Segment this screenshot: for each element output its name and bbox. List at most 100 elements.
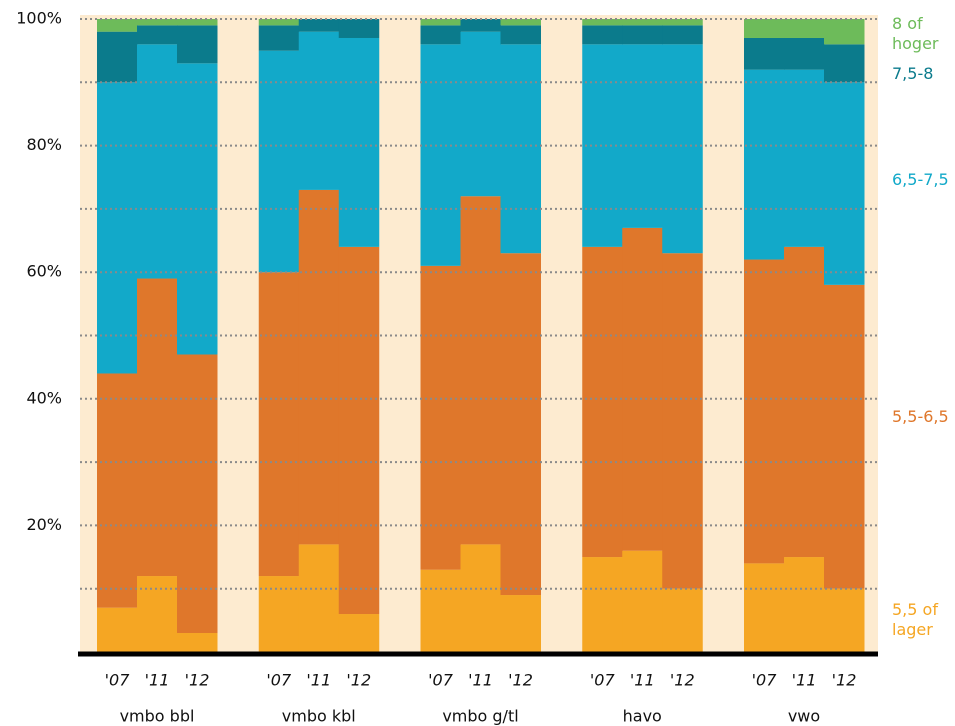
bar-segment <box>622 550 663 652</box>
bar-segment <box>460 544 501 652</box>
x-tick-label: '12 <box>832 671 857 690</box>
y-tick-label: 80% <box>26 135 62 154</box>
bar-segment <box>97 19 138 32</box>
bar-segment <box>500 44 541 254</box>
x-tick-label: '11 <box>792 671 817 690</box>
bar-segment <box>420 19 461 26</box>
bar-segment <box>784 37 825 70</box>
bar-segment <box>338 37 380 247</box>
bar-segment <box>137 576 178 652</box>
bar-segment <box>744 259 785 564</box>
bar-segment <box>662 588 703 652</box>
bar-segment <box>460 196 501 545</box>
bar-segment <box>622 44 663 228</box>
y-tick-label: 100% <box>16 9 62 28</box>
bar-segment <box>824 44 865 83</box>
x-tick-label: '11 <box>630 671 655 690</box>
bar-segment <box>420 25 461 45</box>
x-tick-label: '11 <box>306 671 331 690</box>
bar-segment <box>744 37 785 70</box>
bar-segment <box>97 607 138 652</box>
bar-segment <box>824 588 865 652</box>
x-tick-label: '11 <box>468 671 493 690</box>
bar-segment <box>582 557 623 652</box>
bar-segment <box>338 246 380 615</box>
bar-segment <box>338 19 380 38</box>
bar-segment <box>662 25 703 45</box>
bar-segment <box>784 19 825 38</box>
bar-segment <box>420 44 461 266</box>
bar-segment <box>500 19 541 26</box>
group-label: vwo <box>788 707 820 726</box>
bar-segment <box>662 19 703 26</box>
bar-segment <box>177 19 218 26</box>
bar-segment <box>97 82 138 374</box>
x-tick-label: '12 <box>185 671 210 690</box>
bar-segment <box>258 272 300 577</box>
group-label: havo <box>623 707 662 726</box>
bar-segment <box>824 19 865 45</box>
x-tick-label: '07 <box>752 671 778 690</box>
y-tick-label: 40% <box>26 388 62 407</box>
bar-segment <box>622 25 663 45</box>
bar-segment <box>460 31 501 197</box>
bar-segment <box>662 44 703 254</box>
x-tick-label: '12 <box>508 671 533 690</box>
legend-entry: 6,5-7,5 <box>892 170 949 189</box>
bar-segment <box>500 595 541 652</box>
bar-segment <box>97 31 138 83</box>
bar-segment <box>137 19 178 26</box>
bar-segment <box>298 544 340 652</box>
bar-segment <box>582 25 623 45</box>
bar-segment <box>177 354 218 634</box>
legend-label: 5,5 of lager <box>892 600 938 639</box>
y-tick-label: 60% <box>26 262 62 281</box>
legend-entry: 7,5-8 <box>892 64 934 83</box>
bar-segment <box>824 284 865 589</box>
bar-segment <box>258 576 300 652</box>
bar-segment <box>784 246 825 558</box>
legend-entry: 5,5 of lager <box>892 600 938 639</box>
x-tick-label: '07 <box>105 671 131 690</box>
bar-segment <box>582 19 623 26</box>
bar-segment <box>258 19 300 26</box>
bar-segment <box>500 25 541 45</box>
bar-segment <box>582 246 623 558</box>
bar-segment <box>137 278 178 577</box>
x-tick-label: '12 <box>670 671 695 690</box>
bar-segment <box>298 19 340 32</box>
x-tick-label: '11 <box>145 671 170 690</box>
bar-segment <box>622 19 663 26</box>
legend-entry: 5,5-6,5 <box>892 407 949 426</box>
x-tick-label: '07 <box>428 671 454 690</box>
bar-segment <box>824 82 865 285</box>
bar-segment <box>258 25 300 51</box>
bar-segment <box>137 44 178 279</box>
bar-segment <box>784 557 825 652</box>
y-tick-label: 20% <box>26 515 62 534</box>
bar-segment <box>460 19 501 32</box>
bar-segment <box>744 69 785 260</box>
bar-segment <box>500 253 541 596</box>
group-label: vmbo kbl <box>282 707 356 726</box>
bar-segment <box>97 373 138 608</box>
x-tick-label: '12 <box>346 671 371 690</box>
legend-label: 8 of hoger <box>892 14 939 53</box>
bar-segment <box>298 189 340 545</box>
bar-segment <box>298 31 340 190</box>
bar-segment <box>137 25 178 45</box>
bar-segment <box>420 265 461 570</box>
bar-segment <box>177 633 218 652</box>
legend-label: 6,5-7,5 <box>892 170 949 189</box>
x-tick-label: '07 <box>590 671 616 690</box>
bar-segment <box>744 19 785 38</box>
bar-segment <box>420 569 461 652</box>
bar-segment <box>744 563 785 652</box>
legend-label: 5,5-6,5 <box>892 407 949 426</box>
bar-segment <box>177 25 218 64</box>
group-label: vmbo g/tl <box>442 707 518 726</box>
legend-entry: 8 of hoger <box>892 14 939 53</box>
bar-segment <box>784 69 825 247</box>
bar-segment <box>258 50 300 273</box>
legend-label: 7,5-8 <box>892 64 934 83</box>
